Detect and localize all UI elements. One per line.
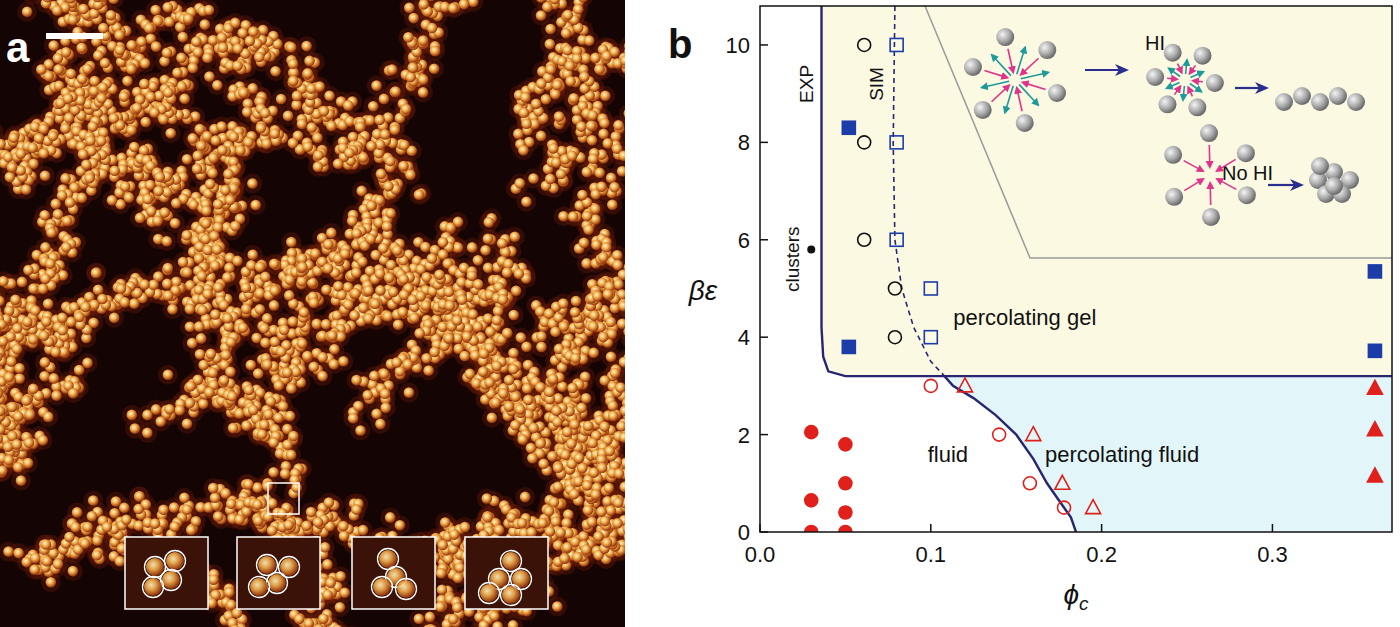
- figure: aHINo HI0.00.10.20.30246810ϕcβεbEXPSIMcl…: [0, 0, 1400, 627]
- panel-a: [0, 0, 797, 627]
